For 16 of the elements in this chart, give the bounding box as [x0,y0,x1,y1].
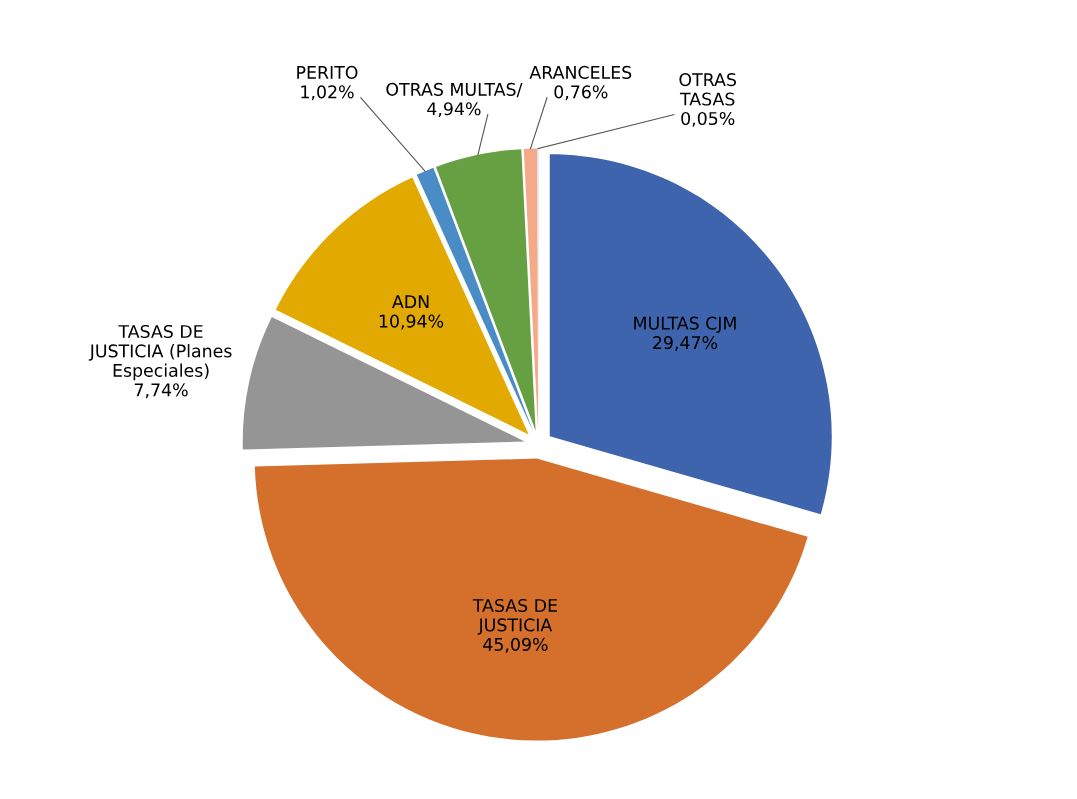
data-label: 10,94% [379,314,444,330]
slice-label: OTRAS TASAS [679,73,736,106]
data-label: 1,02% [301,85,354,101]
data-label: 0,05% [681,111,735,127]
slice-label: PERITO [297,65,358,79]
data-label: 29,47% [653,336,718,351]
data-label: 7,74% [134,383,188,399]
slice-label: TASAS DE JUSTICIA (Planes Especiales) [88,324,232,381]
data-label: 45,09% [483,637,548,653]
data-label: 4,94% [427,102,481,118]
slice-label: OTRAS MULTAS/ [386,82,523,98]
data-label: 0,76% [554,85,608,101]
slice-label: TASAS DE JUSTICIA [472,598,557,635]
slice-label: MULTAS CJM [634,316,736,333]
slice-label: ADN [392,295,429,308]
slice-label: ARANCELES [529,65,632,79]
